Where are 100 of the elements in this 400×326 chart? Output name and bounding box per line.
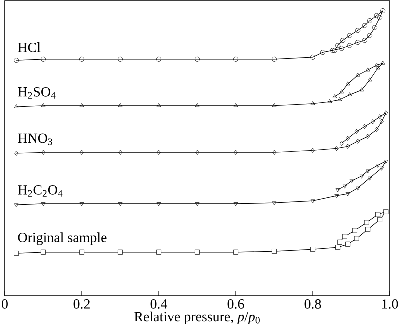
point	[195, 250, 200, 255]
point	[118, 202, 123, 206]
point	[118, 103, 123, 108]
point	[156, 202, 162, 206]
point	[367, 33, 372, 38]
point	[272, 103, 277, 108]
point	[378, 15, 382, 20]
series-label: Original sample	[18, 232, 107, 246]
point	[14, 251, 20, 256]
point	[356, 139, 360, 144]
point	[320, 50, 326, 56]
point	[310, 200, 316, 204]
point	[328, 99, 332, 104]
point	[342, 184, 348, 189]
point	[196, 150, 200, 156]
point	[41, 56, 46, 62]
point	[342, 234, 348, 240]
point	[195, 202, 200, 206]
point	[337, 240, 342, 245]
point	[310, 101, 316, 106]
point	[234, 103, 238, 108]
point	[378, 114, 382, 120]
point	[42, 150, 46, 156]
point	[360, 88, 364, 92]
x-tick-label: 1.0	[382, 300, 398, 309]
point	[334, 194, 340, 198]
point	[346, 136, 350, 142]
point	[118, 150, 122, 156]
point	[310, 54, 316, 60]
x-tick-label: 0	[2, 300, 8, 309]
point	[336, 43, 341, 48]
point	[157, 150, 161, 156]
point	[272, 202, 277, 206]
point	[234, 56, 238, 62]
point	[310, 247, 316, 252]
point	[366, 68, 370, 72]
point	[368, 78, 372, 82]
series-label: H$_{2}$SO$_{4}$	[18, 87, 56, 99]
point	[234, 150, 238, 156]
point	[376, 66, 380, 70]
x-tick-label: 0.8	[304, 300, 322, 309]
point	[348, 92, 352, 96]
point	[118, 250, 123, 255]
point	[356, 186, 360, 191]
point	[363, 124, 367, 130]
point	[234, 250, 238, 255]
point	[364, 220, 370, 226]
point	[362, 23, 368, 28]
point	[356, 40, 361, 46]
point	[354, 236, 360, 242]
point	[376, 212, 381, 218]
series-label: HCl	[18, 42, 41, 52]
point	[374, 62, 380, 67]
point	[366, 170, 370, 174]
series-label: HNO$_{3}$	[18, 134, 52, 146]
point	[367, 18, 372, 24]
point	[340, 90, 344, 94]
point	[41, 202, 46, 206]
point	[380, 60, 386, 65]
point	[356, 72, 360, 77]
point	[354, 129, 359, 134]
x-tick-label: 0.6	[228, 300, 244, 309]
point	[352, 228, 358, 234]
point	[350, 180, 354, 184]
point	[346, 144, 350, 150]
point	[368, 176, 372, 181]
point	[384, 209, 389, 214]
x-tick-label: 0.4	[150, 300, 168, 309]
point	[372, 25, 378, 30]
point	[346, 242, 351, 247]
point	[272, 150, 276, 156]
point	[374, 13, 380, 18]
series-label: H$_{2}$C$_{2}$O$_{4}$	[18, 185, 63, 197]
point	[347, 33, 352, 38]
point	[360, 174, 364, 179]
point	[118, 56, 123, 62]
point	[339, 46, 344, 52]
point	[156, 103, 162, 108]
point	[374, 127, 379, 132]
x-axis-title: Relative pressure, p/p$_{0}$	[134, 312, 260, 324]
point	[80, 103, 84, 108]
point	[384, 110, 388, 116]
point	[338, 97, 342, 102]
point	[156, 56, 162, 62]
point	[80, 202, 84, 206]
point	[272, 249, 277, 254]
point	[334, 146, 339, 152]
point	[336, 245, 341, 250]
point	[380, 119, 384, 124]
point	[340, 38, 346, 44]
point	[41, 250, 46, 255]
x-tick-label: 0.2	[74, 300, 90, 309]
point	[234, 202, 238, 206]
point	[362, 38, 368, 44]
point	[366, 134, 370, 140]
point	[156, 250, 162, 255]
point	[80, 56, 84, 62]
point	[376, 164, 380, 168]
point	[80, 150, 84, 156]
point	[41, 103, 46, 108]
